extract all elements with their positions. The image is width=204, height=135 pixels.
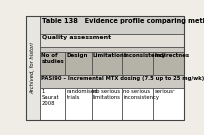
Text: Limitations: Limitations xyxy=(93,53,128,58)
Bar xyxy=(40,47,184,52)
Bar xyxy=(40,34,184,47)
Text: Indirectnes: Indirectnes xyxy=(155,53,190,58)
Bar xyxy=(40,16,184,34)
Text: Inconsistency: Inconsistency xyxy=(123,53,165,58)
Text: Design: Design xyxy=(67,53,88,58)
Text: Quality assessment: Quality assessment xyxy=(42,35,111,40)
Text: Table 138   Evidence profile comparing methotrexate: Table 138 Evidence profile comparing met… xyxy=(42,18,204,24)
Text: randomised
trials: randomised trials xyxy=(67,89,98,100)
Bar xyxy=(40,52,65,75)
Bar xyxy=(122,52,153,75)
Bar xyxy=(92,52,122,75)
Bar xyxy=(40,88,65,120)
Text: seriousᶜ: seriousᶜ xyxy=(155,89,176,94)
Text: 1
Saurat
2008: 1 Saurat 2008 xyxy=(41,89,59,106)
Text: PASI90 – Incremental MTX dosing (7.5 up to 25 mg/wk) (fo: PASI90 – Incremental MTX dosing (7.5 up … xyxy=(41,76,204,81)
Bar xyxy=(65,52,92,75)
Text: Archived, for histori: Archived, for histori xyxy=(30,42,35,94)
Text: No of
studies: No of studies xyxy=(41,53,64,64)
Bar xyxy=(92,88,122,120)
Text: no serious
limitations: no serious limitations xyxy=(93,89,121,100)
Bar xyxy=(153,52,184,75)
Bar xyxy=(122,88,153,120)
Bar xyxy=(26,16,40,120)
Bar xyxy=(65,88,92,120)
Text: no serious
inconsistency: no serious inconsistency xyxy=(123,89,159,100)
Bar xyxy=(153,88,184,120)
Bar xyxy=(40,75,184,88)
